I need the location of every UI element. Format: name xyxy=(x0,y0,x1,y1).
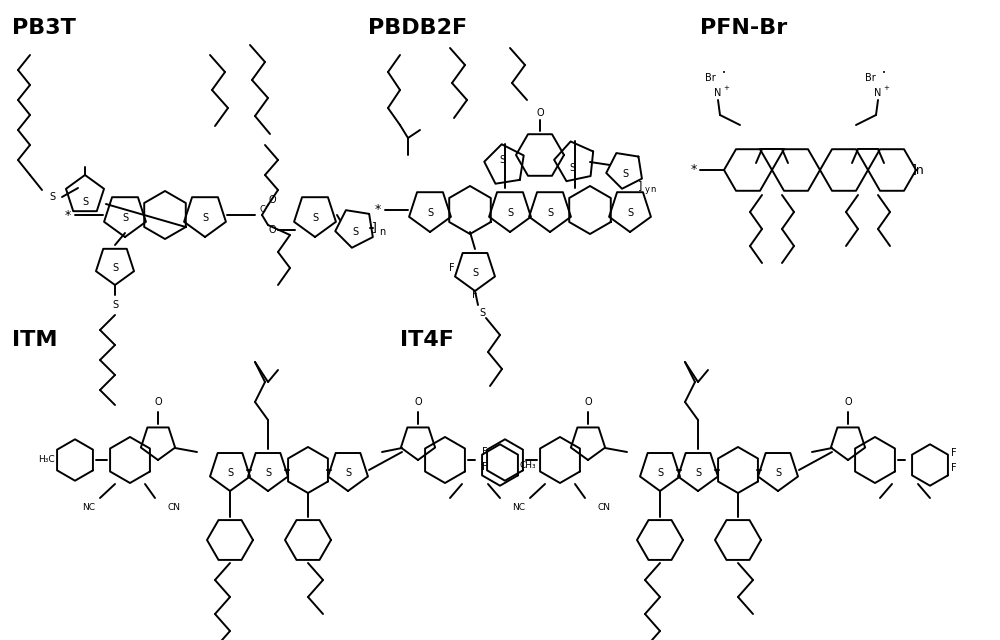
Text: Br: Br xyxy=(705,73,715,83)
Text: N: N xyxy=(714,88,722,98)
Text: S: S xyxy=(227,468,233,478)
Text: S: S xyxy=(112,300,118,310)
Text: S: S xyxy=(547,208,553,218)
Text: ]: ] xyxy=(638,180,642,190)
Text: PB3T: PB3T xyxy=(12,18,76,38)
Text: H₃C: H₃C xyxy=(38,456,55,465)
Text: S: S xyxy=(472,268,478,278)
Text: •: • xyxy=(722,70,726,76)
Text: S: S xyxy=(312,213,318,223)
Text: S: S xyxy=(622,169,628,179)
Text: S: S xyxy=(775,468,781,478)
Text: S: S xyxy=(202,213,208,223)
Text: S: S xyxy=(507,208,513,218)
Text: ITM: ITM xyxy=(12,330,58,350)
Text: n: n xyxy=(650,186,656,195)
Text: S: S xyxy=(427,208,433,218)
Text: O: O xyxy=(414,397,422,407)
Text: +: + xyxy=(883,85,889,91)
Text: S: S xyxy=(657,468,663,478)
Text: O: O xyxy=(154,397,162,407)
Text: *: * xyxy=(375,204,381,216)
Text: NC: NC xyxy=(512,504,525,513)
Text: O: O xyxy=(844,397,852,407)
Text: PBDB2F: PBDB2F xyxy=(368,18,467,38)
Text: *: * xyxy=(691,163,697,177)
Text: F: F xyxy=(951,448,957,458)
Text: S: S xyxy=(352,227,358,237)
Text: IT4F: IT4F xyxy=(400,330,454,350)
Text: O: O xyxy=(536,108,544,118)
Text: S: S xyxy=(479,308,485,318)
Text: CH₃: CH₃ xyxy=(520,461,537,470)
Text: CN: CN xyxy=(168,504,181,513)
Text: S: S xyxy=(695,468,701,478)
Text: y: y xyxy=(644,186,650,195)
Text: F: F xyxy=(482,447,488,457)
Text: S: S xyxy=(627,208,633,218)
Text: n: n xyxy=(379,227,385,237)
Text: S: S xyxy=(122,213,128,223)
Text: S: S xyxy=(569,163,575,173)
Text: S: S xyxy=(499,155,505,165)
Text: PFN-Br: PFN-Br xyxy=(700,18,787,38)
Text: CN: CN xyxy=(598,504,611,513)
Text: F: F xyxy=(449,263,455,273)
Text: *: * xyxy=(65,209,71,221)
Text: +: + xyxy=(723,85,729,91)
Text: O: O xyxy=(268,225,276,235)
Text: O: O xyxy=(268,195,276,205)
Text: F: F xyxy=(472,290,478,300)
Text: F: F xyxy=(482,462,488,472)
Text: S: S xyxy=(82,197,88,207)
Text: O: O xyxy=(584,397,592,407)
Text: S: S xyxy=(112,263,118,273)
Text: ]: ] xyxy=(372,221,376,234)
Text: NC: NC xyxy=(82,504,95,513)
Text: S: S xyxy=(265,468,271,478)
Text: Br: Br xyxy=(865,73,875,83)
Text: ]n: ]n xyxy=(912,163,925,177)
Text: S: S xyxy=(49,192,55,202)
Text: F: F xyxy=(951,463,957,473)
Text: S: S xyxy=(345,468,351,478)
Text: N: N xyxy=(874,88,882,98)
Text: •: • xyxy=(882,70,886,76)
Text: C: C xyxy=(259,205,265,214)
